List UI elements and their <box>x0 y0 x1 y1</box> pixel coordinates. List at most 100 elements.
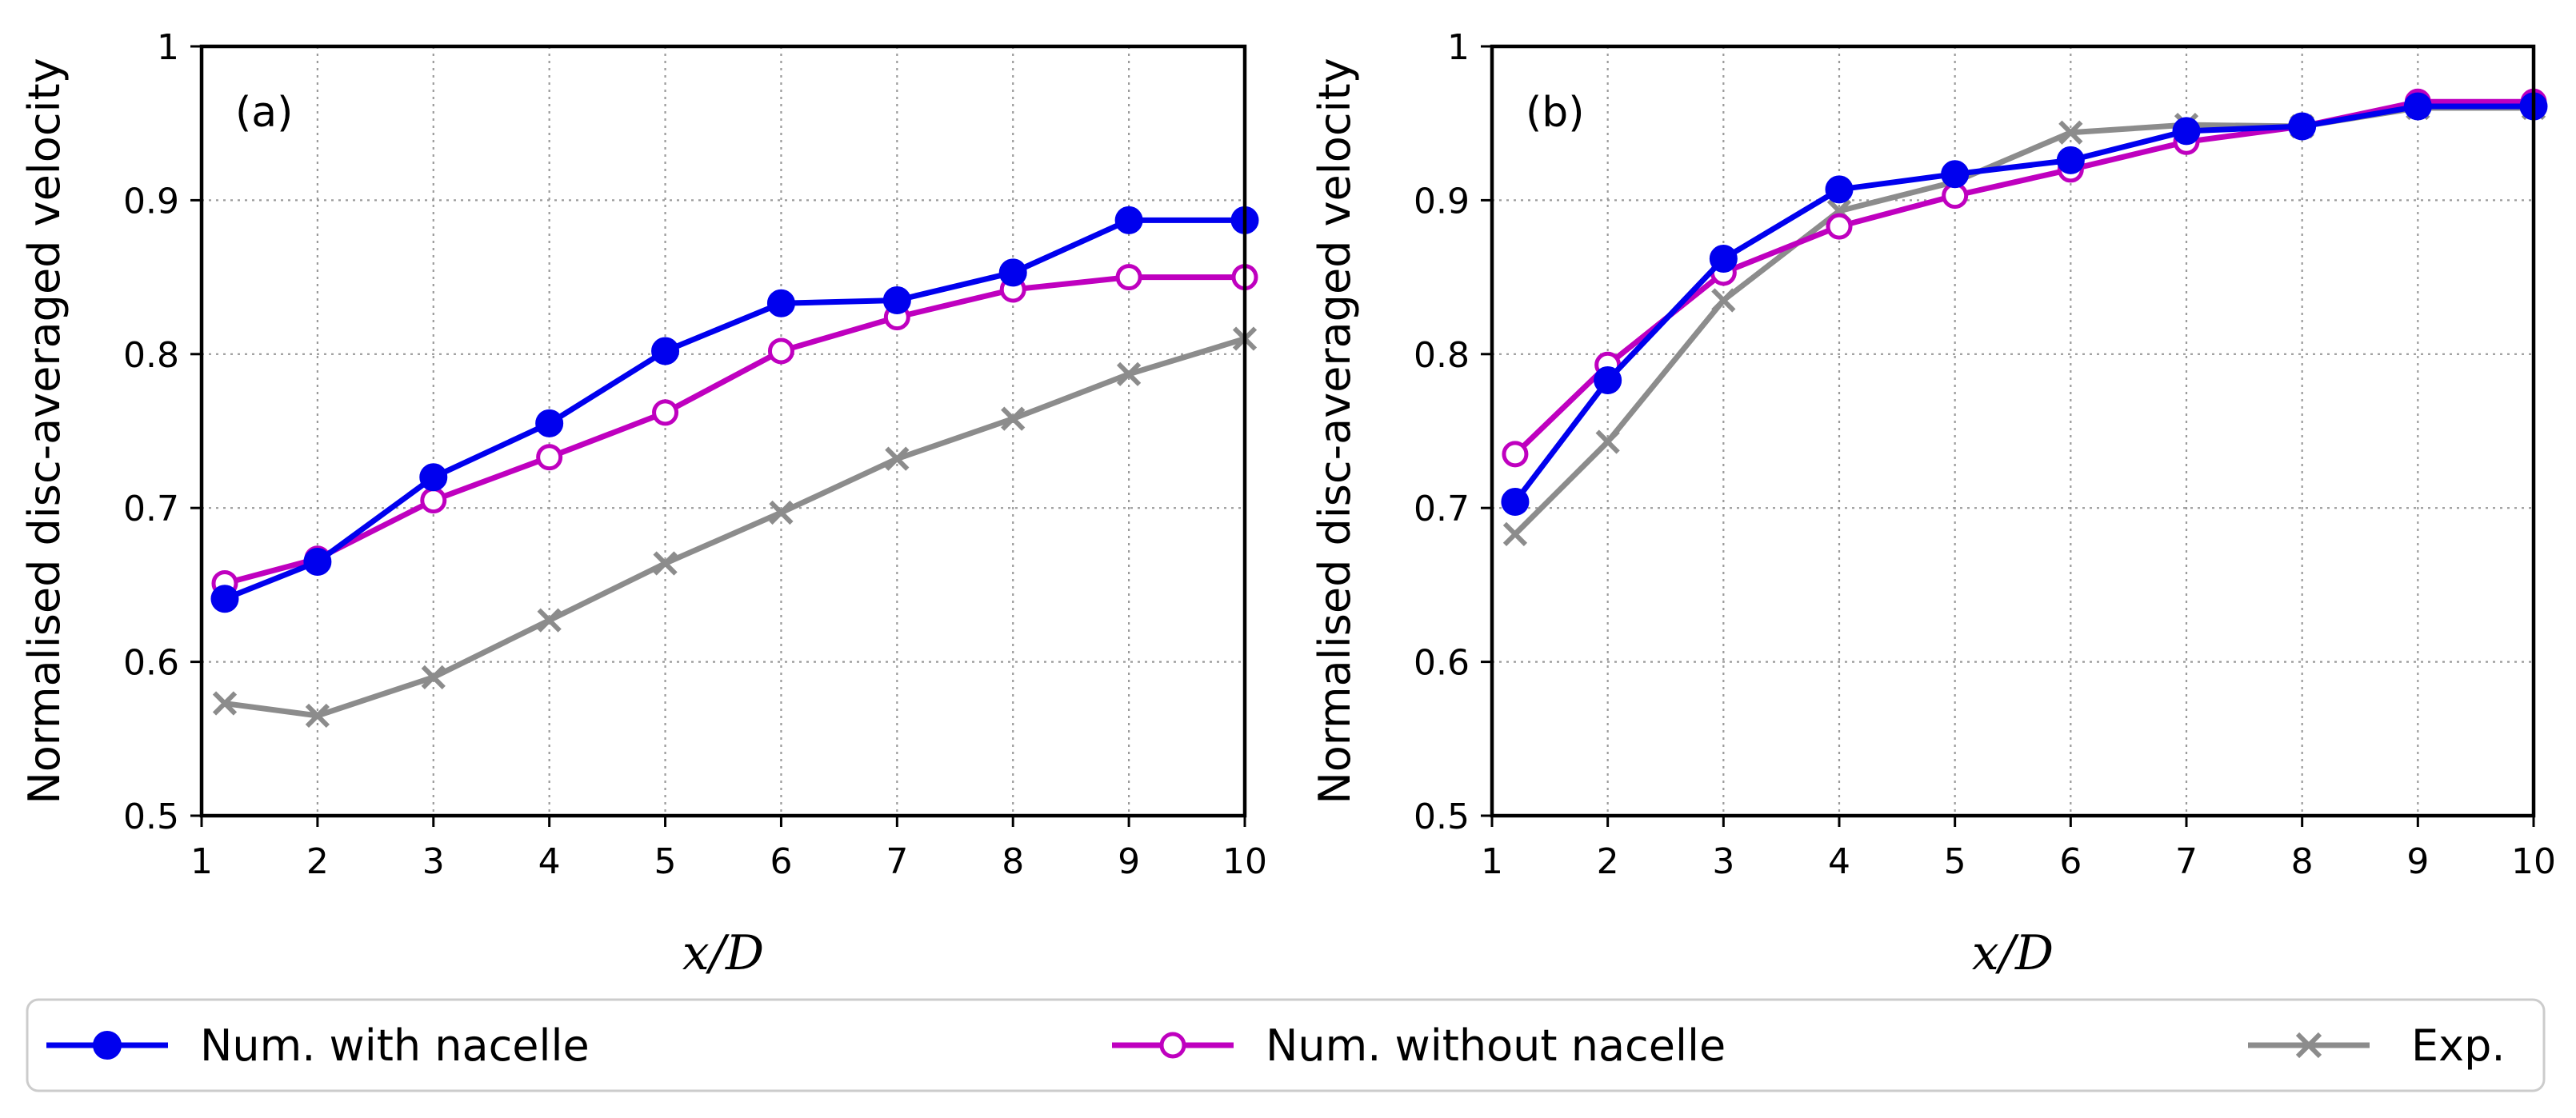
y-tick-label-0.8: 0.8 <box>1414 335 1470 376</box>
point-without-nacelle-b-0 <box>1502 441 1529 468</box>
legend-marker-without-nacelle <box>1159 1032 1186 1059</box>
point-exp-a-6 <box>885 446 910 471</box>
series-line-without-nacelle-a <box>224 274 1245 586</box>
point-exp-a-5 <box>769 500 794 525</box>
point-without-nacelle-b-3 <box>1826 213 1853 240</box>
x-axis-label-b: x/D <box>1972 925 2054 981</box>
point-without-nacelle-a-4 <box>652 399 679 426</box>
point-with-nacelle-b-7 <box>2288 112 2317 141</box>
x-tick-label-5: 5 <box>654 841 677 882</box>
point-exp-b-2 <box>1711 288 1736 313</box>
point-with-nacelle-b-6 <box>2172 117 2201 146</box>
point-with-nacelle-b-3 <box>1825 175 1854 204</box>
point-with-nacelle-a-7 <box>998 258 1027 287</box>
legend-entry-with-nacelle: Num. with nacelle <box>46 1020 590 1071</box>
x-tick-label-6: 6 <box>770 841 792 882</box>
x-tick-label-6: 6 <box>2059 841 2082 882</box>
legend-label-exp: Exp. <box>2411 1020 2506 1071</box>
x-tick-label-1: 1 <box>190 841 213 882</box>
axes-frame-a <box>199 44 1247 818</box>
y-tick-label-0.9: 0.9 <box>123 181 179 222</box>
legend-marker-exp <box>2295 1032 2322 1059</box>
point-with-nacelle-b-2 <box>1709 245 1738 274</box>
series-line-with-nacelle-a <box>223 217 1245 601</box>
y-tick-label-0.6: 0.6 <box>123 643 179 684</box>
point-with-nacelle-b-5 <box>2056 146 2085 174</box>
x-axis-label-a: x/D <box>682 925 764 981</box>
series-with-nacelle-a <box>210 206 1259 613</box>
legend-entry-without-nacelle: Num. without nacelle <box>1112 1020 1726 1071</box>
point-with-nacelle-a-8 <box>1114 206 1143 234</box>
legend-label-without-nacelle: Num. without nacelle <box>1266 1020 1726 1071</box>
x-tick-label-1: 1 <box>1481 841 1503 882</box>
point-with-nacelle-a-5 <box>766 289 795 317</box>
point-exp-a-0 <box>212 691 238 716</box>
x-tick-label-10: 10 <box>2511 841 2556 882</box>
y-tick-label-0.6: 0.6 <box>1414 643 1470 684</box>
x-tick-label-3: 3 <box>1712 841 1734 882</box>
point-with-nacelle-a-2 <box>419 463 448 492</box>
point-exp-a-4 <box>653 551 678 576</box>
x-tick-label-9: 9 <box>1118 841 1140 882</box>
legend-label-with-nacelle: Num. with nacelle <box>200 1020 590 1071</box>
y-tick-label-1: 1 <box>157 27 179 68</box>
series-exp-a <box>212 326 1258 729</box>
series-line-exp-a <box>224 336 1246 719</box>
y-tick-label-0.8: 0.8 <box>123 335 179 376</box>
point-with-nacelle-b-0 <box>1501 488 1530 517</box>
point-without-nacelle-a-5 <box>767 337 794 365</box>
y-tick-label-0.5: 0.5 <box>123 797 179 837</box>
series-with-nacelle-b <box>1501 92 2548 517</box>
gridlines-b <box>1490 45 2535 817</box>
x-tick-label-4: 4 <box>1828 841 1850 882</box>
series-line-with-nacelle-b <box>1513 103 2534 504</box>
x-tick-label-10: 10 <box>1222 841 1267 882</box>
y-tick-label-0.7: 0.7 <box>1414 489 1470 529</box>
x-tick-label-3: 3 <box>422 841 445 882</box>
point-without-nacelle-a-8 <box>1115 264 1142 291</box>
legend-frame <box>26 998 2546 1092</box>
panel-label-b: (b) <box>1526 89 1585 137</box>
point-with-nacelle-a-0 <box>210 585 239 613</box>
series-without-nacelle-b <box>1502 88 2547 468</box>
y-tick-label-0.7: 0.7 <box>123 489 179 529</box>
point-exp-a-3 <box>537 608 562 633</box>
point-exp-a-1 <box>305 703 330 729</box>
y-tick-label-1: 1 <box>1447 27 1470 68</box>
point-with-nacelle-b-4 <box>1941 160 1970 189</box>
panel-a-chart: 1 2 3 4 5 6 7 8 9 10 0.5 0.6 0.7 0.8 0.9 1 x/D Normalised… <box>19 27 1267 981</box>
point-exp-a-2 <box>421 665 446 689</box>
panel-label-a: (a) <box>235 89 293 137</box>
point-without-nacelle-a-3 <box>536 444 563 471</box>
x-tick-label-2: 2 <box>306 841 329 882</box>
x-tick-label-9: 9 <box>2406 841 2429 882</box>
legend: Num. with nacelle Num. without nacelle E… <box>26 998 2546 1092</box>
point-with-nacelle-b-1 <box>1594 366 1622 395</box>
y-tick-label-0.9: 0.9 <box>1414 181 1470 222</box>
x-tick-label-7: 7 <box>886 841 908 882</box>
point-exp-b-5 <box>2058 120 2083 145</box>
point-with-nacelle-a-1 <box>303 548 332 577</box>
legend-marker-with-nacelle <box>93 1031 122 1060</box>
x-tick-label-5: 5 <box>1944 841 1966 882</box>
y-axis-label-a: Normalised disc-averaged velocity <box>19 58 70 804</box>
point-with-nacelle-a-3 <box>535 409 564 437</box>
series-without-nacelle-a <box>211 264 1258 597</box>
x-tick-label-8: 8 <box>2291 841 2314 882</box>
point-exp-a-7 <box>1001 406 1026 431</box>
point-with-nacelle-a-4 <box>651 337 680 365</box>
x-tick-label-8: 8 <box>1002 841 1024 882</box>
ticks-b: 1 2 3 4 5 6 7 8 9 10 0.5 0.6 0.7 0.8 0.9 1 <box>1414 27 2556 882</box>
y-axis-label-b: Normalised disc-averaged velocity <box>1310 58 1360 804</box>
panel-b-chart: 1 2 3 4 5 6 7 8 9 10 0.5 0.6 0.7 0.8 0.9 1 x/D Normalised… <box>1310 27 2556 981</box>
axes-frame-b <box>1490 44 2536 818</box>
x-tick-label-4: 4 <box>538 841 561 882</box>
ticks-a: 1 2 3 4 5 6 7 8 9 10 0.5 0.6 0.7 0.8 0.9 1 <box>123 27 1267 882</box>
y-tick-label-0.5: 0.5 <box>1414 797 1470 837</box>
point-without-nacelle-a-2 <box>420 487 447 514</box>
point-exp-b-1 <box>1595 429 1620 454</box>
point-with-nacelle-a-6 <box>882 285 911 314</box>
point-with-nacelle-b-8 <box>2403 92 2432 121</box>
legend-entry-exp: Exp. <box>2248 1020 2506 1071</box>
